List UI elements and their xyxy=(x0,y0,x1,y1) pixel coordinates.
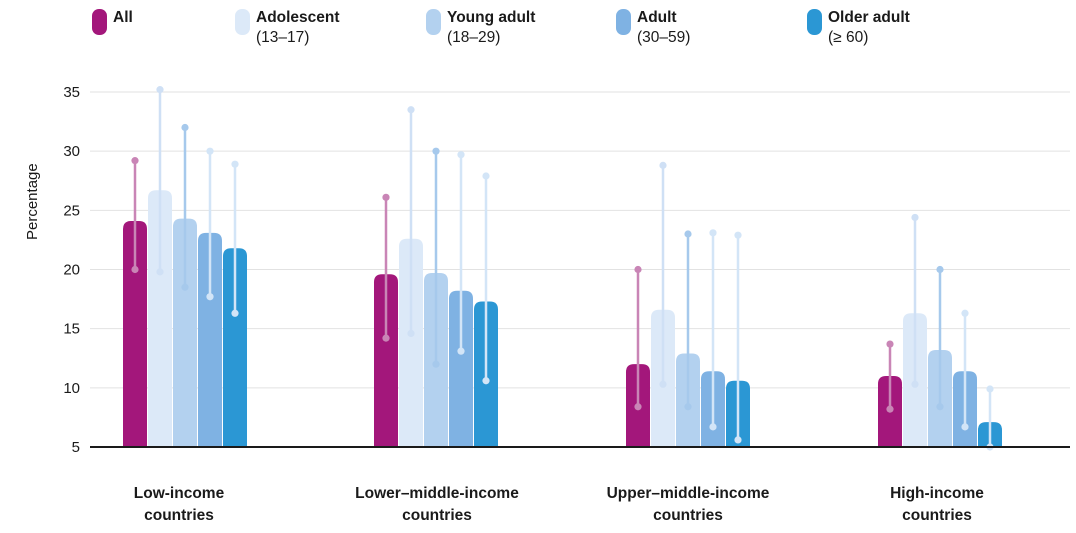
error-cap-lower xyxy=(684,403,692,411)
error-cap-lower xyxy=(131,265,139,274)
legend-swatch-young-adult xyxy=(426,9,441,35)
x-category-line2: countries xyxy=(144,507,214,524)
legend-sub-older-adult: (≥ 60) xyxy=(828,29,869,46)
error-cap-upper xyxy=(131,157,139,165)
bar xyxy=(374,274,398,447)
error-cap-lower xyxy=(231,309,239,317)
bar xyxy=(198,232,222,447)
legend-item-young-adult: Young adult (18–29) xyxy=(426,8,535,48)
x-category-line1: High-income xyxy=(890,485,984,502)
chart-legend: All Adolescent (13–17) Young adult (18–29)… xyxy=(0,8,1076,68)
error-cap-upper xyxy=(709,229,717,237)
error-cap-lower xyxy=(911,380,919,388)
y-tick-label: 30 xyxy=(63,143,80,160)
error-cap-upper xyxy=(156,86,164,94)
legend-label-older-adult: Older adult xyxy=(828,9,910,26)
error-cap-lower xyxy=(936,403,944,411)
error-cap-upper xyxy=(684,230,692,238)
x-category-label-lower-middle-income: Lower–middle-income countries xyxy=(327,483,547,527)
error-cap-lower xyxy=(961,423,969,431)
error-cap-upper xyxy=(181,123,189,132)
x-category-line2: countries xyxy=(653,507,723,524)
error-cap-upper xyxy=(936,265,944,274)
legend-swatch-older-adult xyxy=(807,9,822,35)
error-cap-lower xyxy=(634,403,642,411)
error-cap-upper xyxy=(659,161,667,169)
error-cap-lower xyxy=(181,283,189,291)
bar xyxy=(148,190,172,447)
error-cap-upper xyxy=(206,147,214,155)
legend-item-adolescent: Adolescent (13–17) xyxy=(235,8,340,48)
x-category-label-low-income: Low-income countries xyxy=(69,483,289,527)
legend-swatch-adult xyxy=(616,9,631,35)
error-cap-upper xyxy=(482,172,490,180)
error-cap-lower xyxy=(382,334,390,342)
error-cap-upper xyxy=(231,160,239,168)
error-cap-lower xyxy=(206,293,214,301)
bar xyxy=(123,220,147,447)
legend-sub-adult: (30–59) xyxy=(637,29,691,46)
legend-sub-young-adult: (18–29) xyxy=(447,29,501,46)
legend-label-adult: Adult xyxy=(637,9,677,26)
y-tick-label: 15 xyxy=(63,321,80,338)
error-cap-upper xyxy=(986,385,994,393)
legend-label-adolescent: Adolescent xyxy=(256,9,340,26)
error-cap-lower xyxy=(886,405,894,413)
error-cap-lower xyxy=(432,360,440,368)
x-category-line2: countries xyxy=(902,507,972,524)
legend-item-adult: Adult (30–59) xyxy=(616,8,690,48)
error-cap-upper xyxy=(961,309,969,317)
x-category-line1: Upper–middle-income xyxy=(606,485,770,502)
legend-label-all: All xyxy=(113,9,133,26)
y-tick-label: 20 xyxy=(63,262,80,279)
x-category-line1: Lower–middle-income xyxy=(355,485,519,502)
y-tick-label: 5 xyxy=(72,439,80,456)
y-tick-label: 10 xyxy=(63,380,80,397)
error-cap-lower xyxy=(709,423,717,431)
legend-sub-adolescent: (13–17) xyxy=(256,29,310,46)
legend-swatch-all xyxy=(92,9,107,35)
bar xyxy=(173,218,197,447)
error-cap-upper xyxy=(634,265,642,274)
error-cap-upper xyxy=(911,213,919,222)
error-cap-upper xyxy=(457,151,465,159)
legend-label-young-adult: Young adult xyxy=(447,9,536,26)
error-cap-lower xyxy=(407,329,415,337)
error-cap-lower xyxy=(457,347,465,355)
x-category-label-high-income: High-income countries xyxy=(827,483,1047,527)
legend-swatch-adolescent xyxy=(235,9,250,35)
bar xyxy=(449,290,473,447)
error-cap-lower xyxy=(482,377,490,385)
error-cap-lower xyxy=(156,268,164,276)
y-tick-label: 25 xyxy=(63,202,80,219)
bar xyxy=(223,248,247,447)
error-cap-upper xyxy=(382,193,390,201)
y-tick-label: 35 xyxy=(63,84,80,101)
error-cap-lower xyxy=(659,380,667,388)
error-cap-upper xyxy=(886,340,894,348)
legend-item-all: All xyxy=(92,8,133,35)
bar xyxy=(399,238,423,447)
error-cap-lower xyxy=(734,436,742,444)
x-category-label-upper-middle-income: Upper–middle-income countries xyxy=(578,483,798,527)
x-category-line1: Low-income xyxy=(133,485,225,502)
legend-item-older-adult: Older adult (≥ 60) xyxy=(807,8,910,48)
error-cap-upper xyxy=(407,106,415,114)
error-cap-upper xyxy=(734,231,742,239)
error-cap-upper xyxy=(432,147,440,155)
x-category-line2: countries xyxy=(402,507,472,524)
